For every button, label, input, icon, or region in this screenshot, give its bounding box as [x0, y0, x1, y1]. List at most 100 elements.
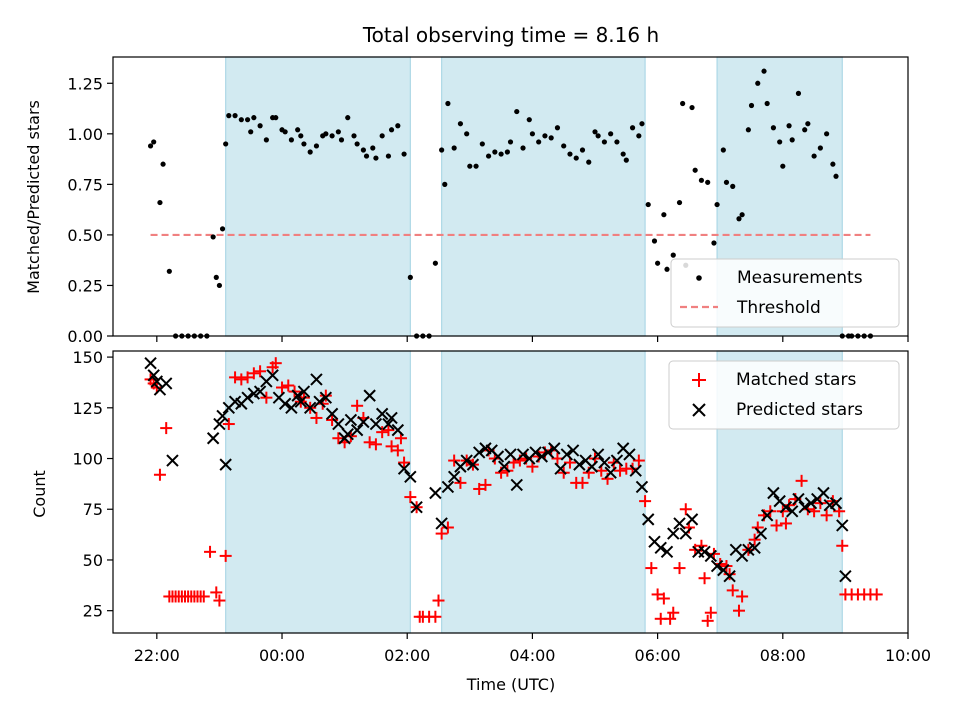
matched-star-point [351, 399, 364, 412]
matched-star-point [391, 444, 404, 457]
matched-star-point [213, 594, 226, 607]
measurement-point [554, 125, 561, 131]
measurement-point [761, 68, 767, 74]
predicted-star-point [767, 486, 780, 500]
matched-star-point [698, 572, 711, 585]
predicted-star-point [673, 517, 686, 530]
predicted-star-point [541, 446, 555, 459]
predicted-star-point [441, 480, 455, 494]
y-tick-label: 25 [83, 602, 103, 621]
predicted-star-point [591, 448, 605, 461]
matched-star-point [732, 604, 745, 617]
matched-star-point [664, 612, 677, 625]
measurement-point [288, 137, 295, 143]
measurement-point [313, 143, 320, 149]
measurement-point [151, 139, 157, 145]
matched-star-point [241, 371, 254, 384]
measurement-point [282, 129, 288, 135]
measurement-point [307, 149, 313, 155]
predicted-star-point [382, 417, 395, 431]
measurement-point [329, 133, 335, 139]
measurement-point [586, 159, 592, 165]
measurement-point [520, 145, 526, 151]
bottom-y-axis-label: Count [30, 470, 49, 518]
bottom-panel: 25 50 75 100 125 150 22:00 00:00 02:00 04:00 06:0… [30, 348, 931, 694]
measurement-point [676, 199, 683, 206]
measurement-point [661, 212, 667, 218]
measurement-point [473, 163, 479, 169]
matched-star-point [432, 594, 445, 607]
y-tick-label: 0.25 [67, 276, 103, 295]
measurement-point [705, 179, 711, 185]
predicted-star-point [325, 407, 339, 421]
measurement-point [608, 131, 614, 137]
predicted-star-point [604, 466, 617, 479]
measurement-point [338, 137, 345, 143]
matched-star-point [435, 527, 448, 540]
measurement-point [601, 139, 607, 145]
measurement-point [263, 137, 269, 143]
matched-star-point [454, 476, 467, 489]
measurement-point [805, 121, 811, 127]
measurement-point [786, 123, 792, 129]
y-tick-label: 150 [72, 348, 103, 367]
predicted-star-point [319, 391, 333, 404]
legend-matched-label: Matched stars [736, 370, 856, 390]
measurement-point [407, 274, 413, 280]
predicted-star-point [685, 513, 699, 526]
matched-star-point [269, 357, 282, 370]
x-tick-label: 04:00 [509, 646, 555, 665]
predicted-star-point [410, 501, 423, 514]
measurement-point [745, 127, 751, 133]
predicted-star-point [704, 549, 718, 563]
y-tick-label: 1.25 [67, 74, 103, 93]
matched-star-point [673, 562, 686, 575]
measurement-point [636, 133, 642, 139]
y-tick-label: 1.00 [67, 125, 103, 144]
matched-star-point [222, 418, 235, 431]
predicted-star-point [385, 411, 398, 425]
measurement-point [323, 131, 329, 137]
matched-star-point [657, 592, 670, 605]
matched-star-point [701, 614, 714, 627]
predicted-star-point [375, 407, 389, 421]
y-tick-label: 0.00 [67, 327, 103, 346]
matched-star-point [441, 521, 454, 534]
x-tick-label: 22:00 [134, 646, 180, 665]
measurement-point [592, 129, 598, 135]
predicted-star-point [548, 442, 561, 455]
measurement-point [830, 161, 836, 167]
y-tick-label: 0.50 [67, 226, 103, 245]
matched-star-point [726, 584, 739, 597]
measurement-point [363, 153, 370, 159]
legend-predicted-label: Predicted stars [736, 400, 863, 420]
predicted-star-point [654, 541, 667, 554]
measurement-point [335, 129, 341, 135]
x-tick-label: 06:00 [635, 646, 681, 665]
predicted-star-point [554, 462, 567, 475]
predicted-star-point [667, 527, 680, 540]
measurement-point [670, 252, 676, 258]
measurement-point [770, 125, 777, 131]
measurement-point [504, 149, 510, 155]
measurement-point [351, 133, 357, 139]
predicted-star-point [291, 389, 304, 402]
matched-star-point [820, 509, 833, 522]
matched-star-point [376, 426, 389, 439]
measurement-point [467, 163, 473, 169]
measurement-point [720, 147, 726, 153]
measurement-point [298, 133, 304, 139]
x-tick-label: 02:00 [384, 646, 430, 665]
measurement-point [748, 102, 755, 109]
top-y-ticks: 0.00 0.25 0.50 0.75 1.00 1.25 [67, 74, 113, 346]
predicted-star-point [341, 427, 354, 441]
predicted-star-point [216, 409, 229, 423]
predicted-star-point [698, 545, 711, 559]
matched-star-point [219, 549, 232, 562]
predicted-star-point [516, 448, 530, 461]
measurement-point [817, 145, 823, 151]
predicted-star-point [710, 559, 724, 573]
matched-star-point [160, 422, 173, 435]
measurement-point [439, 147, 445, 153]
matched-star-point [310, 411, 323, 424]
